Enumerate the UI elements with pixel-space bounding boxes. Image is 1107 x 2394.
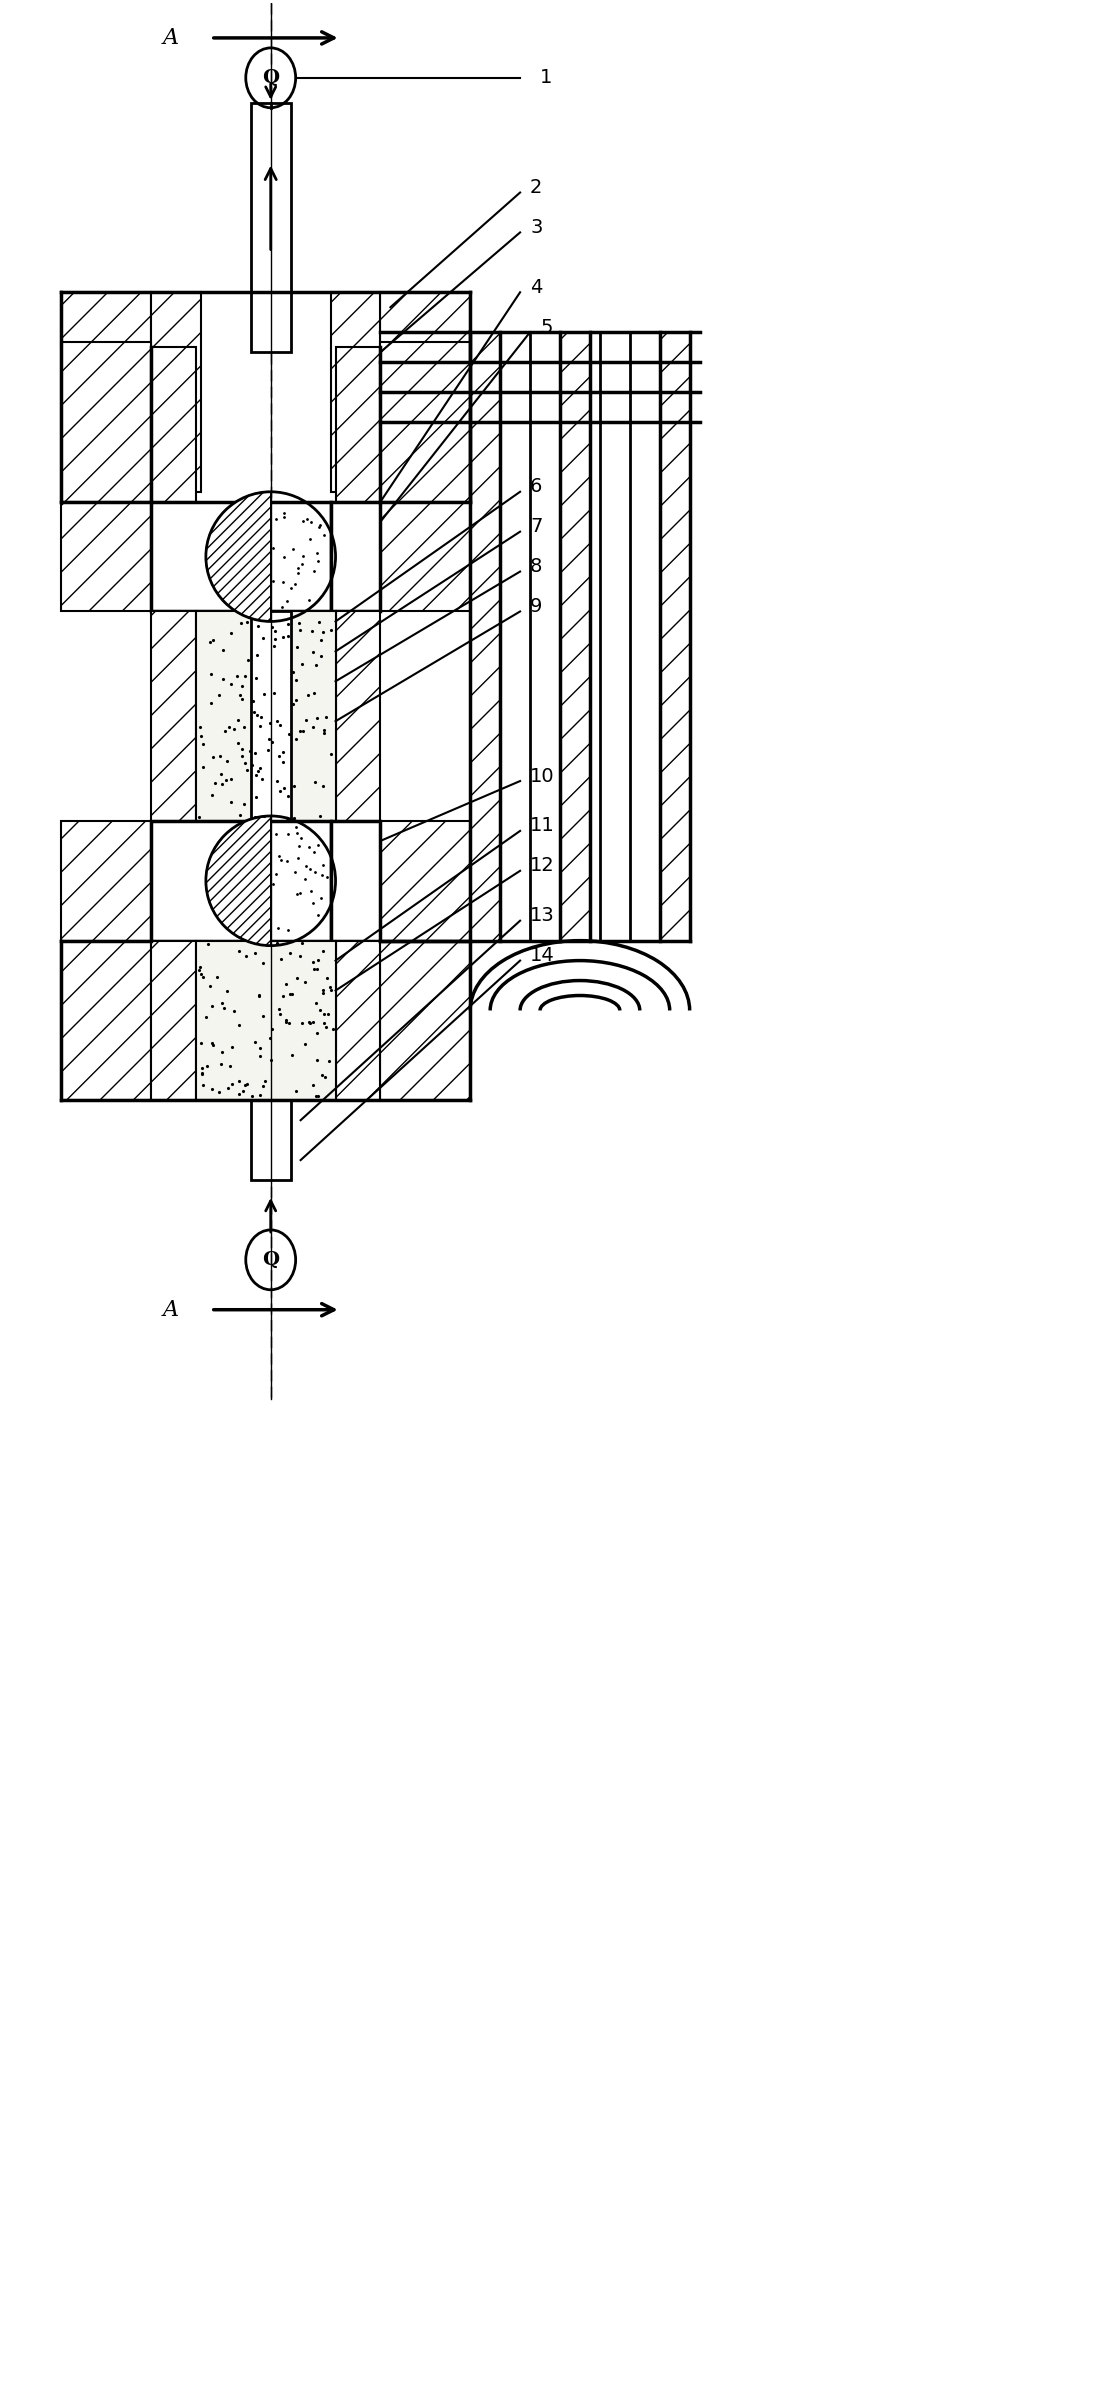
Text: A: A bbox=[163, 26, 179, 48]
Bar bbox=[381, 941, 470, 1101]
Wedge shape bbox=[206, 491, 271, 622]
Bar bbox=[331, 503, 381, 610]
Text: Q: Q bbox=[262, 69, 279, 86]
Bar bbox=[151, 821, 331, 941]
Text: 13: 13 bbox=[530, 907, 555, 924]
Bar bbox=[151, 941, 196, 1101]
Bar bbox=[151, 610, 196, 821]
Text: 7: 7 bbox=[530, 517, 542, 536]
Bar bbox=[335, 347, 381, 503]
Wedge shape bbox=[206, 816, 271, 946]
Bar bbox=[151, 347, 196, 503]
Bar bbox=[151, 292, 200, 491]
Bar bbox=[331, 292, 381, 491]
Bar bbox=[61, 821, 151, 941]
Bar bbox=[335, 941, 381, 1101]
Bar bbox=[251, 103, 291, 292]
Text: Q: Q bbox=[262, 1250, 279, 1269]
Bar bbox=[335, 610, 381, 821]
Text: 10: 10 bbox=[530, 766, 555, 785]
Bar bbox=[61, 292, 151, 347]
Bar bbox=[381, 503, 470, 610]
Bar bbox=[381, 292, 470, 347]
Text: 11: 11 bbox=[530, 816, 555, 836]
Text: 9: 9 bbox=[530, 596, 542, 615]
Bar bbox=[660, 333, 690, 941]
Bar bbox=[196, 610, 335, 821]
Text: 2: 2 bbox=[530, 177, 542, 196]
Bar bbox=[61, 941, 151, 1101]
Bar bbox=[381, 821, 470, 941]
Text: 3: 3 bbox=[530, 218, 542, 237]
Bar bbox=[151, 503, 331, 610]
Bar bbox=[381, 342, 470, 503]
Bar bbox=[331, 821, 381, 941]
Bar bbox=[61, 503, 151, 610]
Bar bbox=[470, 333, 500, 941]
Text: 5: 5 bbox=[540, 318, 552, 338]
Text: 12: 12 bbox=[530, 857, 555, 876]
Text: 14: 14 bbox=[530, 946, 555, 965]
Text: 8: 8 bbox=[530, 558, 542, 577]
Bar bbox=[196, 941, 335, 1101]
Bar bbox=[61, 342, 151, 503]
Bar bbox=[470, 333, 500, 941]
Text: 1: 1 bbox=[540, 69, 552, 86]
Text: 6: 6 bbox=[530, 476, 542, 496]
Text: A: A bbox=[163, 1298, 179, 1321]
Bar bbox=[251, 610, 291, 821]
Text: 4: 4 bbox=[530, 278, 542, 297]
Bar bbox=[251, 1101, 291, 1180]
Bar bbox=[560, 333, 590, 941]
Bar bbox=[660, 333, 690, 941]
Bar bbox=[600, 333, 630, 941]
Bar bbox=[530, 333, 560, 941]
Bar bbox=[251, 292, 291, 352]
